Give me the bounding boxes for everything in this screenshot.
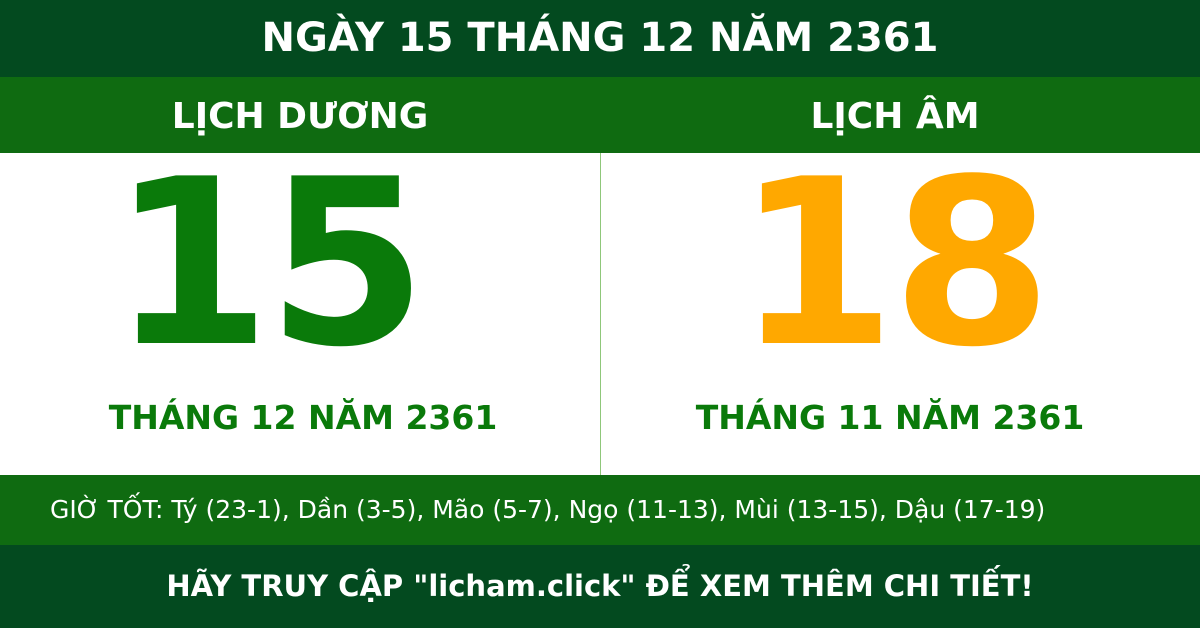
solar-day: 15	[110, 131, 427, 398]
lunar-label: LỊCH ÂM	[810, 96, 980, 137]
calendar-header: LỊCH DƯƠNG LỊCH ÂM	[0, 77, 1200, 153]
solar-month-year: THÁNG 12 NĂM 2361	[108, 398, 498, 437]
footer-cta: HÃY TRUY CẬP "licham.click" ĐỂ XEM THÊM …	[0, 545, 1200, 628]
solar-label: LỊCH DƯƠNG	[171, 96, 429, 137]
good-hours: GIỜ TỐT: Tý (23-1), Dần (3-5), Mão (5-7)…	[0, 475, 1200, 545]
lunar-day: 18	[735, 131, 1052, 398]
divider	[600, 153, 601, 475]
page-title: NGÀY 15 THÁNG 12 NĂM 2361	[0, 0, 1200, 77]
lunar-month-year: THÁNG 11 NĂM 2361	[695, 398, 1085, 437]
